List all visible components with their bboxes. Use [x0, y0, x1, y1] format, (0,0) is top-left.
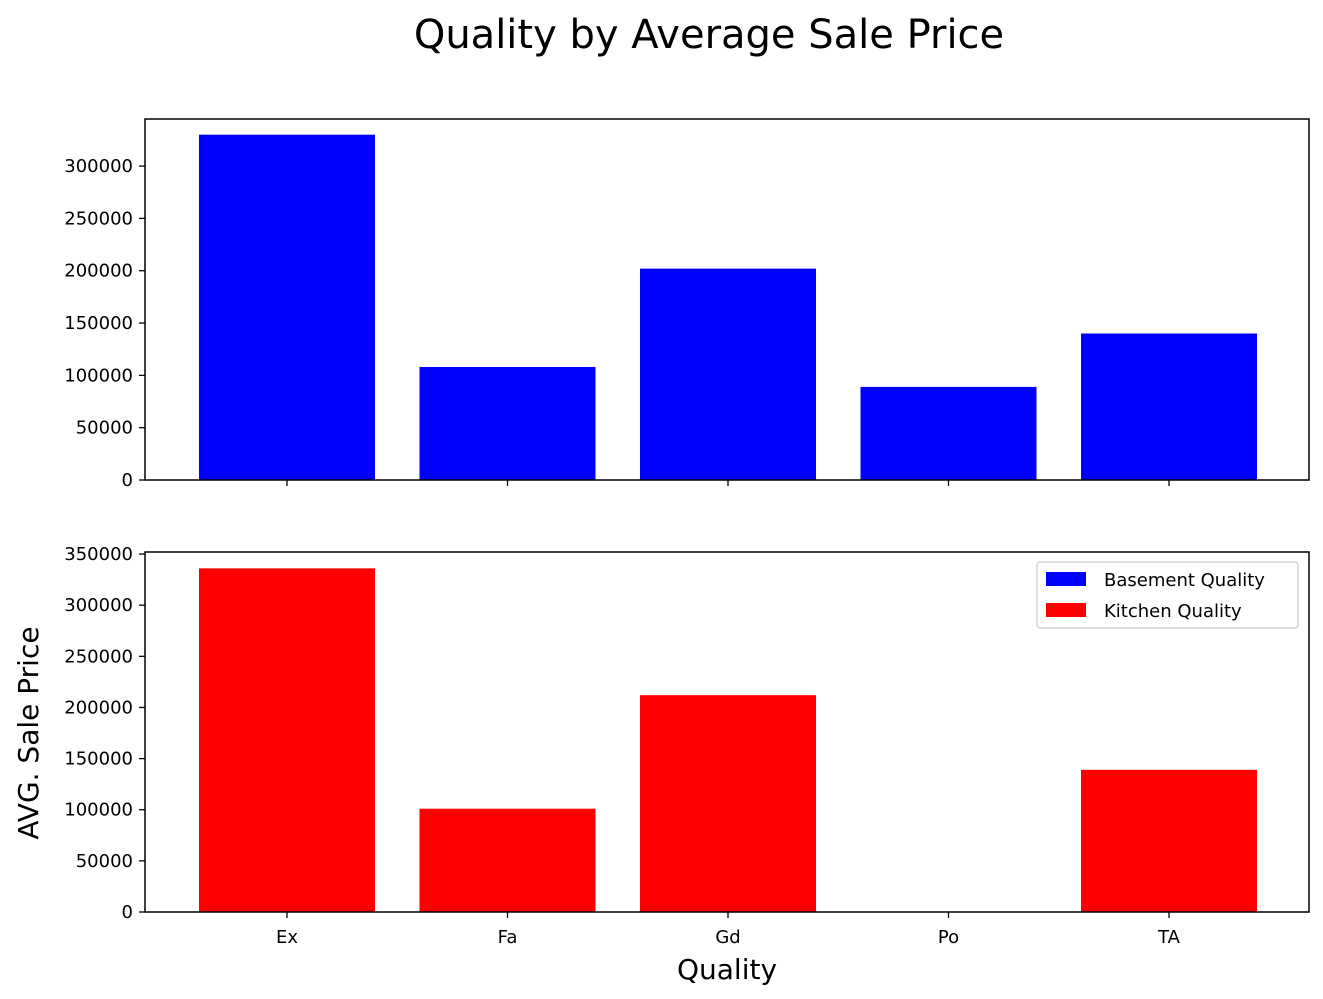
legend-box — [1036, 561, 1299, 629]
y-tick-label: 250000 — [64, 646, 133, 667]
y-tick-label: 150000 — [64, 749, 133, 770]
legend-label-kitchen: Kitchen Quality — [1104, 601, 1242, 622]
y-tick-label: 350000 — [64, 544, 133, 565]
y-tick-label: 100000 — [64, 800, 133, 821]
bar-fa — [419, 808, 596, 912]
y-axis-label: AVG. Sale Price — [12, 626, 45, 839]
bar-gd — [640, 695, 816, 912]
legend-swatch-basement — [1046, 572, 1086, 586]
subplot-frame — [144, 551, 1310, 913]
x-tick-label-ta: TA — [1157, 927, 1181, 948]
y-tick-label: 0 — [122, 470, 133, 491]
x-tick-label-gd: Gd — [715, 927, 740, 948]
bar-ex — [199, 134, 375, 480]
legend-label-basement: Basement Quality — [1104, 570, 1265, 591]
bar-ex — [199, 568, 375, 912]
bar-ta — [1081, 333, 1257, 480]
bar-po — [860, 386, 1037, 480]
y-tick-label: 150000 — [64, 313, 133, 334]
y-tick-label: 300000 — [64, 595, 133, 616]
y-tick-label: 100000 — [64, 365, 133, 386]
y-tick-label: 300000 — [64, 156, 133, 177]
y-tick-label: 50000 — [76, 851, 133, 872]
x-tick-label-fa: Fa — [498, 927, 518, 948]
x-tick-label-po: Po — [938, 927, 959, 948]
x-tick-label-ex: Ex — [276, 927, 298, 948]
y-tick-label: 0 — [122, 902, 133, 923]
bar-ta — [1081, 769, 1257, 912]
bar-gd — [640, 268, 816, 480]
bar-fa — [419, 366, 596, 480]
y-tick-label: 250000 — [64, 208, 133, 229]
chart-title: Quality by Average Sale Price — [414, 12, 1004, 58]
subplot-frame — [144, 118, 1310, 481]
x-axis-label: Quality — [677, 953, 777, 986]
legend-swatch-kitchen — [1046, 603, 1086, 617]
y-tick-label: 200000 — [64, 261, 133, 282]
subplot-basement: 0 50000 100000 150000 200000 250000 300000 — [64, 118, 1310, 491]
subplot-kitchen: 0 50000 100000 150000 200000 250000 300000 3500… — [64, 544, 1310, 948]
y-tick-label: 50000 — [76, 418, 133, 439]
legend: Basement Quality Kitchen Quality — [1036, 561, 1299, 629]
y-tick-label: 200000 — [64, 697, 133, 718]
